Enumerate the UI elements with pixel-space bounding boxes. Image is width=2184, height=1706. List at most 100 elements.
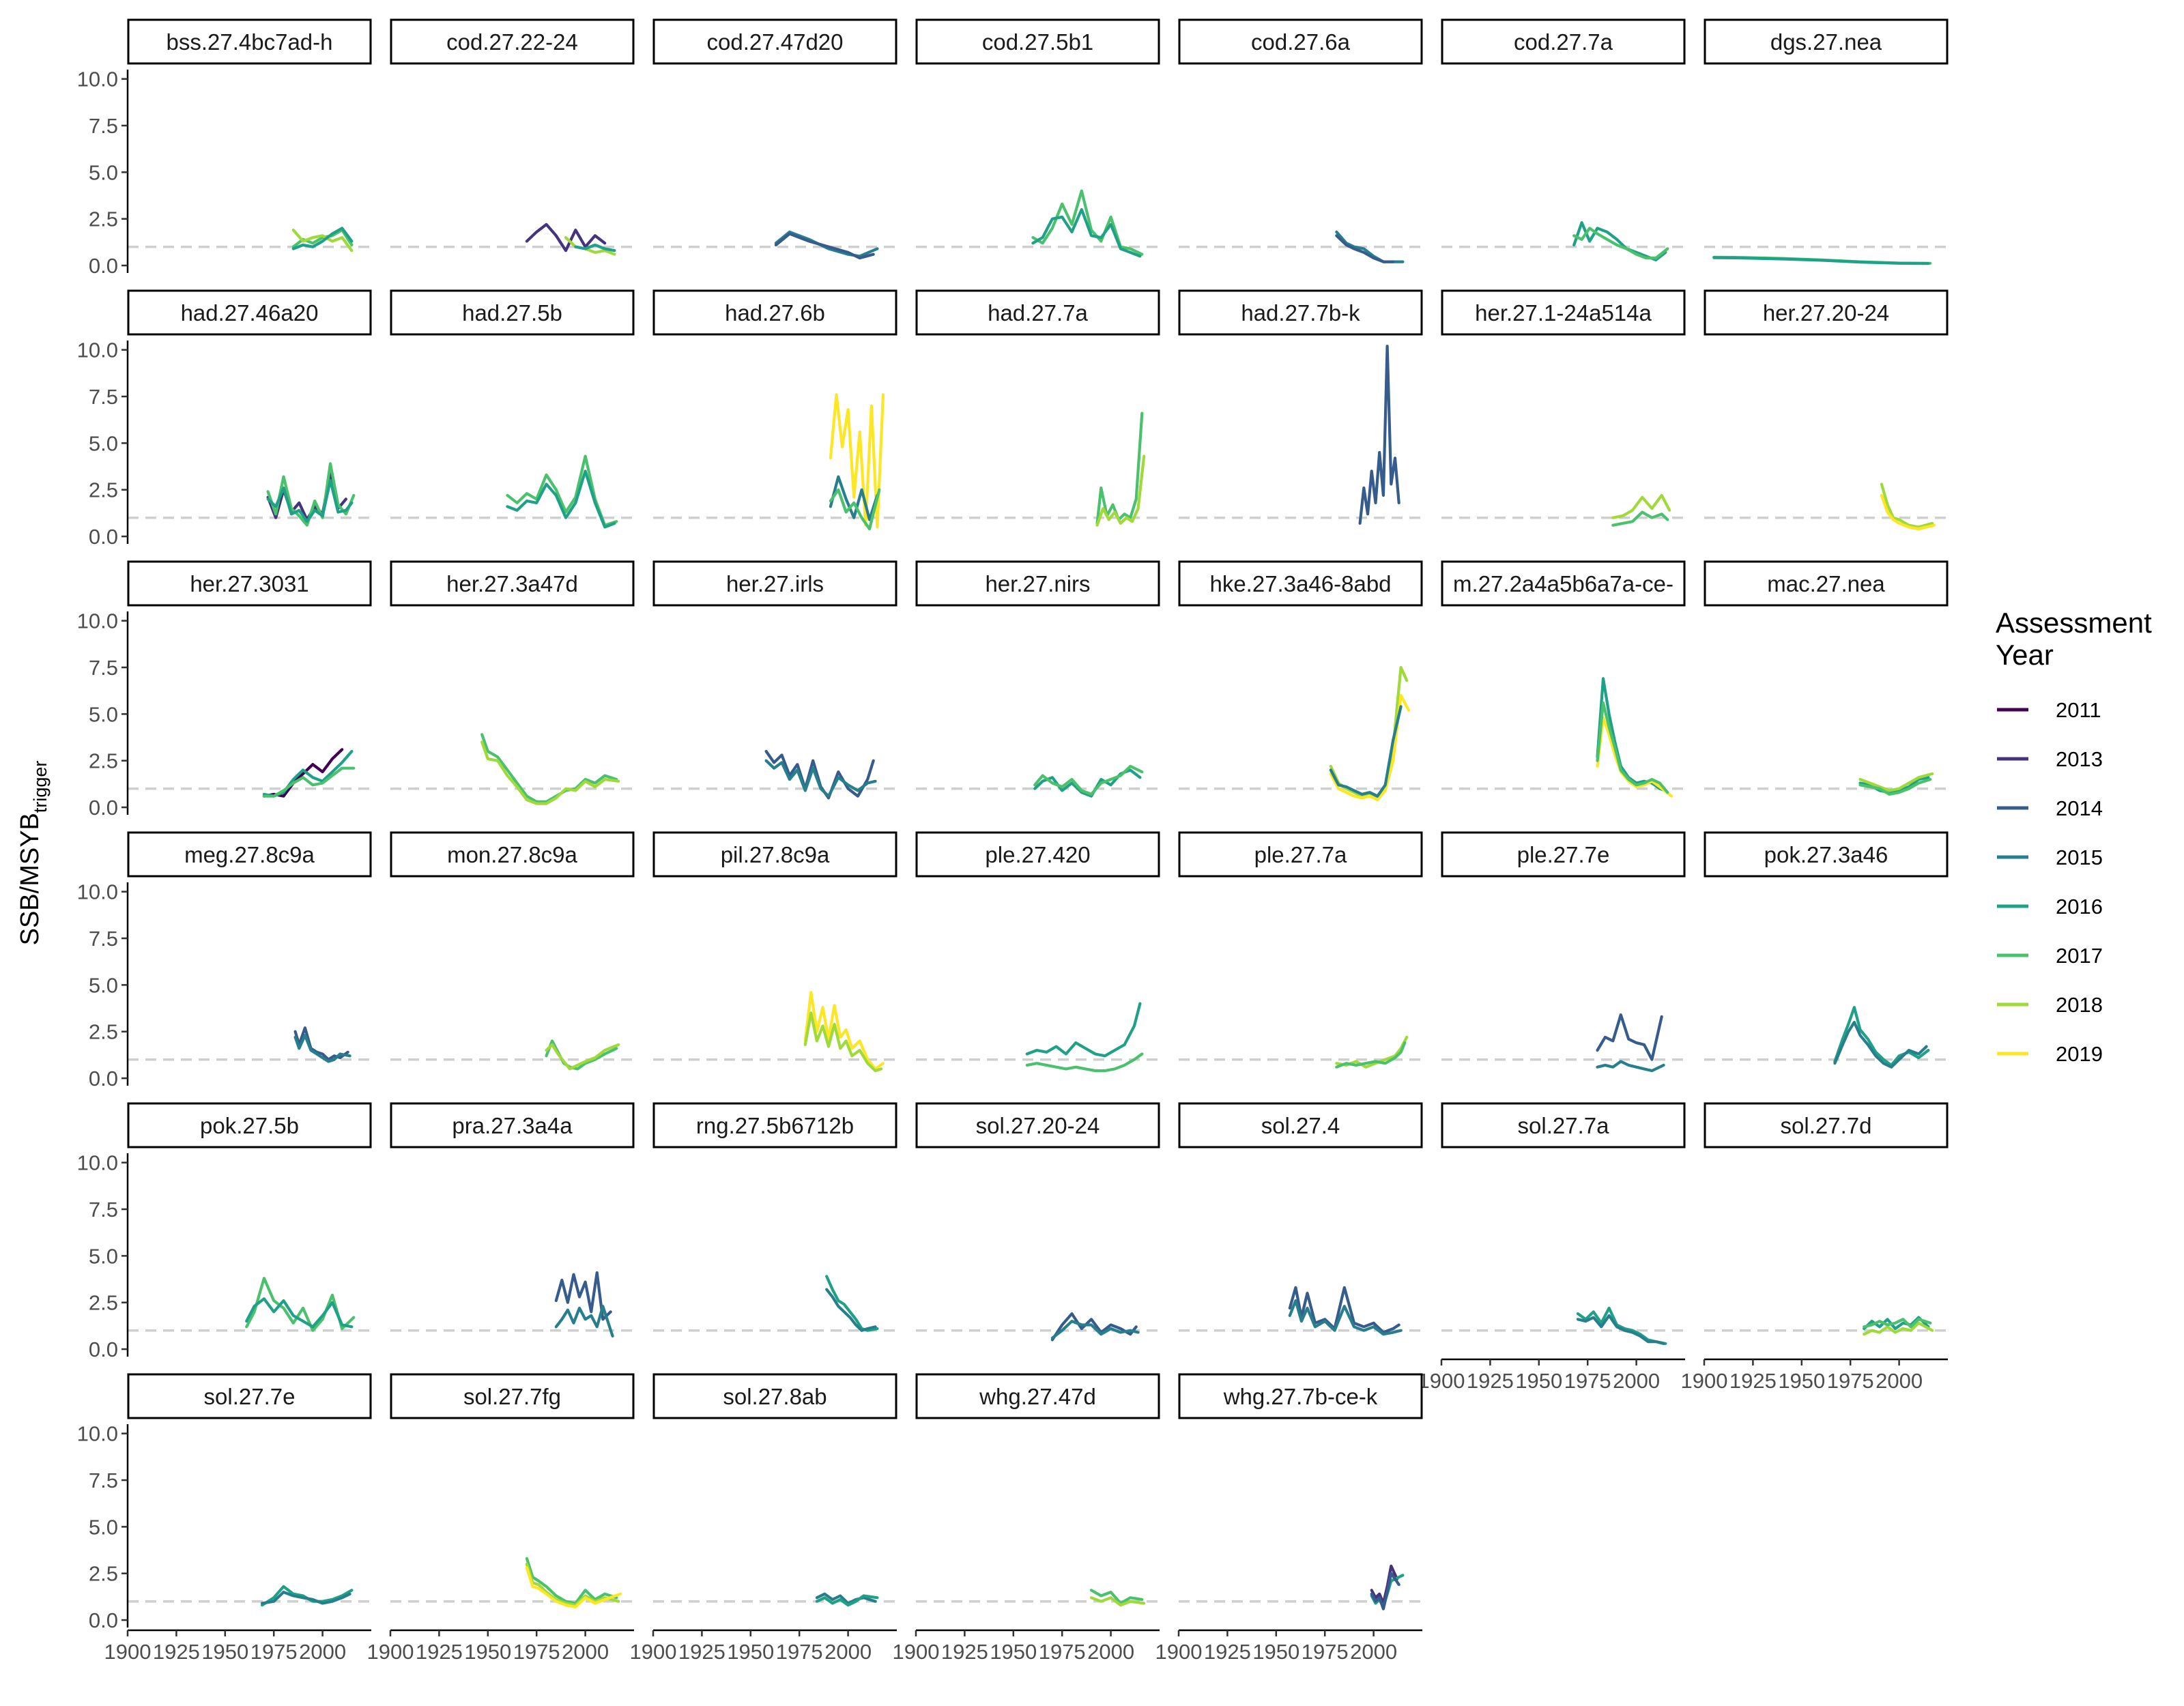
x-tick-label: 1975 bbox=[1564, 1369, 1611, 1393]
facet-strip bbox=[915, 831, 1160, 878]
legend-label: 2015 bbox=[2056, 845, 2103, 869]
facet-panel: hke.27.3a46-8abd bbox=[1178, 560, 1423, 802]
facet-strip-label: had.27.7a bbox=[988, 300, 1088, 326]
y-tick-label: 0.0 bbox=[89, 254, 118, 278]
facet-panel: sol.27.8ab 1900 1925 1950 1975 2000 bbox=[630, 1373, 897, 1664]
facet-panel: her.27.3031 0.0 2.5 5.0 7.5 10.0 bbox=[77, 560, 372, 820]
legend-title-line1: Assessment bbox=[1996, 607, 2152, 639]
facet-panel: her.27.3a47d bbox=[390, 560, 635, 805]
y-tick-label: 5.0 bbox=[89, 1244, 118, 1268]
y-tick-label: 7.5 bbox=[89, 1198, 118, 1221]
facet-strip-label: cod.27.6a bbox=[1251, 29, 1351, 55]
facet-panel: ple.27.7e bbox=[1441, 831, 1686, 1073]
facet-panel: whg.27.7b-ce-k 1900 1925 1950 1975 2000 bbox=[1155, 1373, 1423, 1664]
series-line-2015 bbox=[261, 1591, 351, 1605]
x-tick-label: 2000 bbox=[1350, 1640, 1397, 1664]
x-tick-label: 1950 bbox=[1515, 1369, 1562, 1393]
facet-panel: sol.27.7a 1900 1925 1950 1975 2000 bbox=[1418, 1102, 1686, 1393]
x-tick-label: 1950 bbox=[1778, 1369, 1825, 1393]
facet-strip bbox=[1178, 560, 1423, 607]
x-tick-label: 1900 bbox=[630, 1640, 677, 1664]
series-line-2019 bbox=[1880, 493, 1936, 531]
facet-panel: whg.27.47d 1900 1925 1950 1975 2000 bbox=[893, 1373, 1160, 1664]
y-tick-label: 2.5 bbox=[89, 1291, 118, 1315]
x-tick-label: 2000 bbox=[1876, 1369, 1923, 1393]
series-line-2016 bbox=[291, 227, 354, 250]
y-tick-label: 10.0 bbox=[77, 68, 118, 91]
facet-strip bbox=[127, 18, 372, 65]
x-tick-label: 1900 bbox=[1418, 1369, 1465, 1393]
facet-strip bbox=[127, 1373, 372, 1419]
facet-panel: sol.27.4 bbox=[1178, 1102, 1423, 1336]
facet-strip bbox=[1704, 289, 1949, 336]
facet-strip bbox=[390, 831, 635, 878]
y-tick-label: 5.0 bbox=[89, 431, 118, 455]
facet-strip bbox=[1441, 831, 1686, 878]
series-line-2015 bbox=[554, 1305, 614, 1338]
facet-strip-label: cod.27.22-24 bbox=[446, 29, 578, 55]
x-tick-label: 1925 bbox=[678, 1640, 725, 1664]
series-line-2018 bbox=[1089, 1596, 1146, 1607]
facet-strip-label: her.27.3031 bbox=[190, 571, 308, 596]
facet-strip bbox=[1178, 831, 1423, 878]
facet-strip-label: had.27.5b bbox=[462, 300, 562, 326]
series-line-2018 bbox=[564, 236, 616, 256]
facet-strip bbox=[1704, 560, 1949, 607]
facet-strip-label: cod.27.5b1 bbox=[982, 29, 1093, 55]
series-line-2015 bbox=[764, 759, 877, 798]
series-line-2016 bbox=[825, 1275, 879, 1332]
facet-strip bbox=[1178, 1102, 1423, 1148]
facet-strip bbox=[1178, 1373, 1423, 1419]
x-tick-label: 1975 bbox=[1827, 1369, 1874, 1393]
y-tick-label: 7.5 bbox=[89, 927, 118, 951]
series-line-2016 bbox=[1576, 1306, 1667, 1345]
facet-strip bbox=[1441, 289, 1686, 336]
x-tick-label: 1900 bbox=[104, 1640, 152, 1664]
facet-strip bbox=[1441, 1102, 1686, 1148]
facet-strip-label: sol.27.7a bbox=[1518, 1113, 1610, 1138]
series-line-2018 bbox=[1858, 772, 1934, 792]
series-line-2015 bbox=[1050, 1320, 1140, 1340]
series-line-2017 bbox=[525, 1557, 618, 1605]
facet-strip bbox=[390, 1102, 635, 1148]
facet-strip-label: mac.27.nea bbox=[1767, 571, 1885, 596]
series-line-2016 bbox=[1712, 256, 1930, 265]
y-tick-label: 0.0 bbox=[89, 1067, 118, 1090]
facet-strip-label: ple.27.420 bbox=[985, 842, 1090, 867]
facet-panel: cod.27.6a bbox=[1178, 18, 1423, 263]
legend-label: 2019 bbox=[2056, 1042, 2103, 1066]
y-tick-label: 5.0 bbox=[89, 1515, 118, 1539]
facet-panel: sol.27.7fg 1900 1925 1950 1975 2000 bbox=[367, 1373, 635, 1664]
facet-strip bbox=[1178, 289, 1423, 336]
y-axis-label-main: SSB/MSYB bbox=[16, 813, 44, 945]
series-line-2015 bbox=[825, 1288, 877, 1332]
series-line-2014 bbox=[1335, 234, 1395, 263]
facet-strip bbox=[652, 831, 897, 878]
facet-strip bbox=[652, 289, 897, 336]
facet-strip-label: had.27.7b-k bbox=[1241, 300, 1360, 326]
y-tick-label: 0.0 bbox=[89, 1338, 118, 1361]
series-line-2014 bbox=[1596, 1013, 1663, 1061]
facet-strip-label: pok.27.5b bbox=[200, 1113, 299, 1138]
y-tick-label: 0.0 bbox=[89, 525, 118, 549]
x-tick-label: 2000 bbox=[1613, 1369, 1660, 1393]
facet-strip bbox=[390, 289, 635, 336]
facet-strip bbox=[1441, 560, 1686, 607]
series-line-2019 bbox=[1596, 716, 1673, 798]
legend-title-line2: Year bbox=[1996, 639, 2054, 671]
y-tick-label: 10.0 bbox=[77, 609, 118, 633]
facet-strip-label: her.27.irls bbox=[726, 571, 824, 596]
series-line-2016 bbox=[1833, 1006, 1930, 1067]
facet-panel: sol.27.7e 0.0 2.5 5.0 7.5 10.0 1900 1925 1950 197… bbox=[77, 1373, 372, 1664]
y-tick-label: 5.0 bbox=[89, 973, 118, 997]
x-tick-label: 1950 bbox=[464, 1640, 511, 1664]
x-tick-label: 1925 bbox=[1204, 1640, 1251, 1664]
facet-strip-label: bss.27.4bc7ad-h bbox=[166, 29, 332, 55]
facet-panel: meg.27.8c9a 0.0 2.5 5.0 7.5 10.0 bbox=[77, 831, 372, 1090]
series-line-2018 bbox=[480, 740, 620, 805]
legend-label: 2016 bbox=[2056, 895, 2103, 919]
facet-panel: had.27.5b bbox=[390, 289, 635, 529]
facet-strip-label: sol.27.7e bbox=[204, 1384, 296, 1409]
facet-strip-label: mon.27.8c9a bbox=[447, 842, 577, 867]
facet-strip bbox=[390, 18, 635, 65]
